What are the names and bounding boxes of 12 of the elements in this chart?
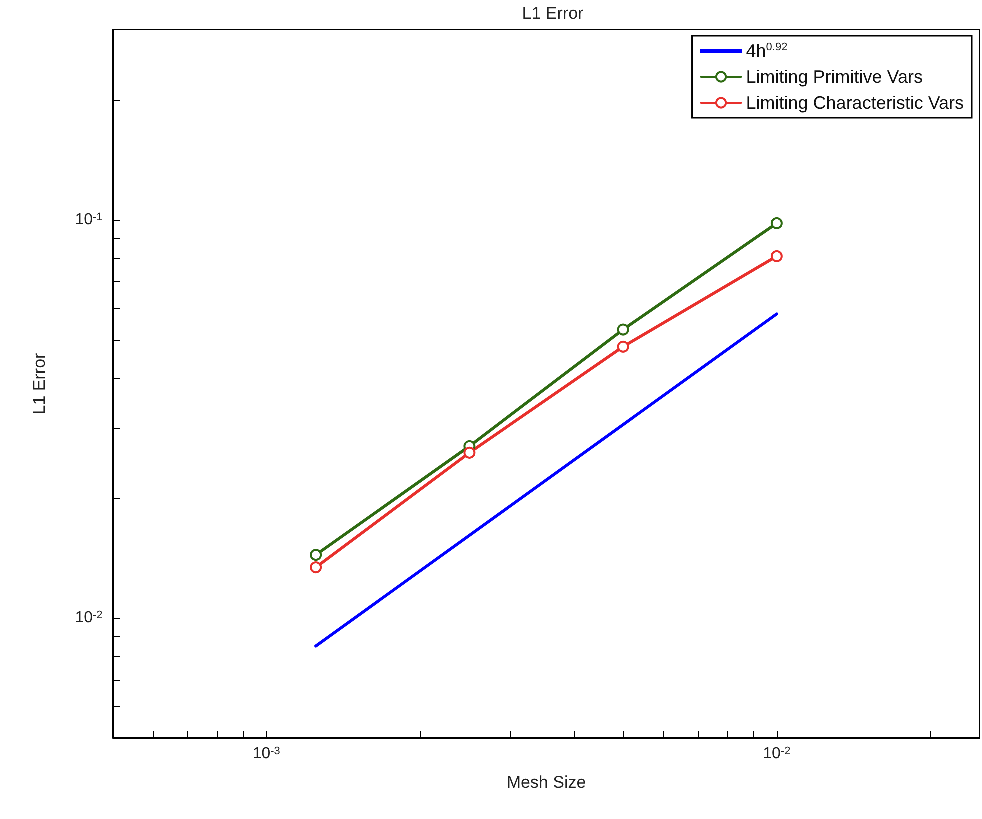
legend-label: Limiting Characteristic Vars xyxy=(746,93,964,113)
point xyxy=(617,324,630,336)
point xyxy=(770,217,783,230)
point xyxy=(617,340,630,353)
x-axis-title: Mesh Size xyxy=(506,773,586,792)
y-axis-title: L1 Error xyxy=(30,352,49,415)
legend-label: Limiting Primitive Vars xyxy=(746,67,923,87)
point xyxy=(310,562,322,574)
point xyxy=(310,549,322,562)
chart-title: L1 Error xyxy=(522,4,584,23)
point xyxy=(770,250,783,262)
point xyxy=(464,446,476,459)
